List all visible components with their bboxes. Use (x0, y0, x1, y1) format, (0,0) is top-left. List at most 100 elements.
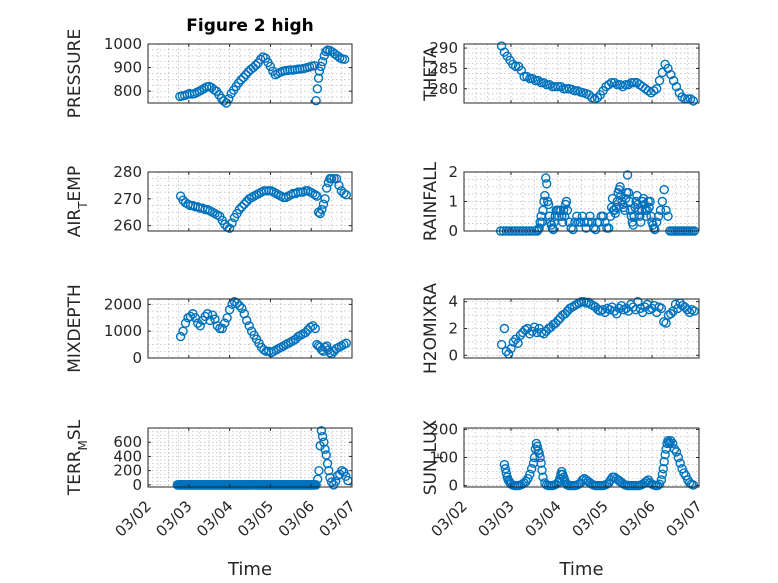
data-point (652, 84, 662, 94)
data-point (553, 82, 563, 92)
y-tick-label: 900 (113, 59, 142, 77)
data-point (239, 199, 249, 209)
data-point (508, 337, 519, 347)
grid-lines (463, 171, 700, 232)
data-point (312, 84, 323, 94)
data-point (629, 211, 639, 221)
data-point (682, 305, 692, 315)
data-point (185, 311, 196, 322)
data-point (317, 57, 328, 67)
data-point (635, 211, 645, 221)
x-axis-label: Time (558, 559, 603, 580)
data-point (547, 223, 558, 233)
data-point (322, 183, 332, 193)
data-point (629, 77, 639, 88)
data-point (525, 73, 535, 84)
data-point (500, 464, 511, 474)
data-series (496, 296, 699, 359)
y-tick-label: 600 (113, 433, 142, 451)
data-point (559, 211, 570, 221)
data-point (656, 303, 667, 314)
data-point (224, 223, 235, 234)
y-tick-label: 270 (113, 190, 142, 208)
data-point (537, 465, 547, 475)
data-point (265, 61, 276, 72)
data-point (311, 95, 321, 106)
data-point (564, 217, 574, 227)
y-axis-label: MIXDEPTH (65, 284, 85, 373)
data-point (560, 309, 570, 319)
data-point (227, 218, 237, 228)
grid-lines (463, 44, 700, 103)
data-point (326, 477, 337, 487)
data-point (583, 217, 593, 227)
y-tick-label: 280 (429, 80, 458, 98)
data-point (558, 205, 569, 216)
data-point (688, 480, 699, 490)
data-point (310, 323, 320, 334)
data-point (219, 96, 229, 106)
data-point (241, 69, 251, 80)
y-axis-label: RAINFALL (421, 161, 441, 241)
data-point (558, 217, 568, 227)
panel-pressure: 800 900 1000 PRESSURE (65, 29, 353, 118)
y-axis-label: AIRTEMP (65, 166, 90, 237)
x-tick-label: 03/07 (663, 497, 706, 540)
data-point (550, 318, 561, 328)
data-point (557, 211, 567, 221)
data-series (172, 426, 353, 490)
data-point (515, 330, 526, 340)
data-point (659, 457, 669, 467)
data-point (628, 302, 638, 312)
data-point (539, 196, 549, 207)
data-point (527, 73, 538, 84)
panel-h2omixra: 0 2 4 H2OMIXRA (421, 283, 700, 374)
data-point (519, 71, 529, 82)
data-point (654, 75, 665, 86)
data-point (597, 305, 608, 315)
y-axis-label: SUNFLUX (421, 419, 446, 495)
data-point (325, 347, 335, 358)
data-point (623, 79, 634, 90)
data-point (677, 92, 687, 102)
data-point (234, 204, 245, 215)
data-point (658, 464, 668, 474)
data-point (550, 82, 560, 92)
data-point (178, 326, 188, 336)
data-point (341, 190, 351, 200)
data-point (649, 86, 659, 96)
data-point (655, 205, 666, 216)
data-point (339, 54, 350, 65)
data-point (540, 190, 550, 201)
data-point (341, 338, 351, 348)
data-point (649, 223, 659, 233)
data-point (499, 459, 510, 470)
data-point (653, 211, 664, 221)
data-point (536, 458, 546, 468)
data-point (330, 476, 341, 487)
y-axis-label: TERRMSL (65, 419, 90, 496)
data-point (592, 93, 603, 103)
data-point (237, 202, 247, 212)
x-axis-label: Time (227, 559, 272, 580)
data-point (556, 82, 566, 92)
axes-frame (147, 427, 353, 488)
x-tick-label: 03/02 (112, 497, 155, 540)
y-tick-label: 1000 (104, 322, 142, 340)
data-point (193, 318, 203, 328)
data-point (175, 331, 186, 342)
y-tick-label: 0 (132, 476, 142, 494)
data-point (620, 79, 631, 90)
data-point (318, 199, 329, 209)
y-axis-label: PRESSURE (65, 29, 85, 118)
data-point (661, 205, 671, 216)
x-tick-label: 03/07 (316, 497, 359, 540)
y-tick-label: 0 (448, 346, 458, 364)
data-point (657, 469, 668, 480)
data-point (533, 75, 543, 86)
data-point (657, 67, 668, 78)
data-point (606, 77, 617, 88)
